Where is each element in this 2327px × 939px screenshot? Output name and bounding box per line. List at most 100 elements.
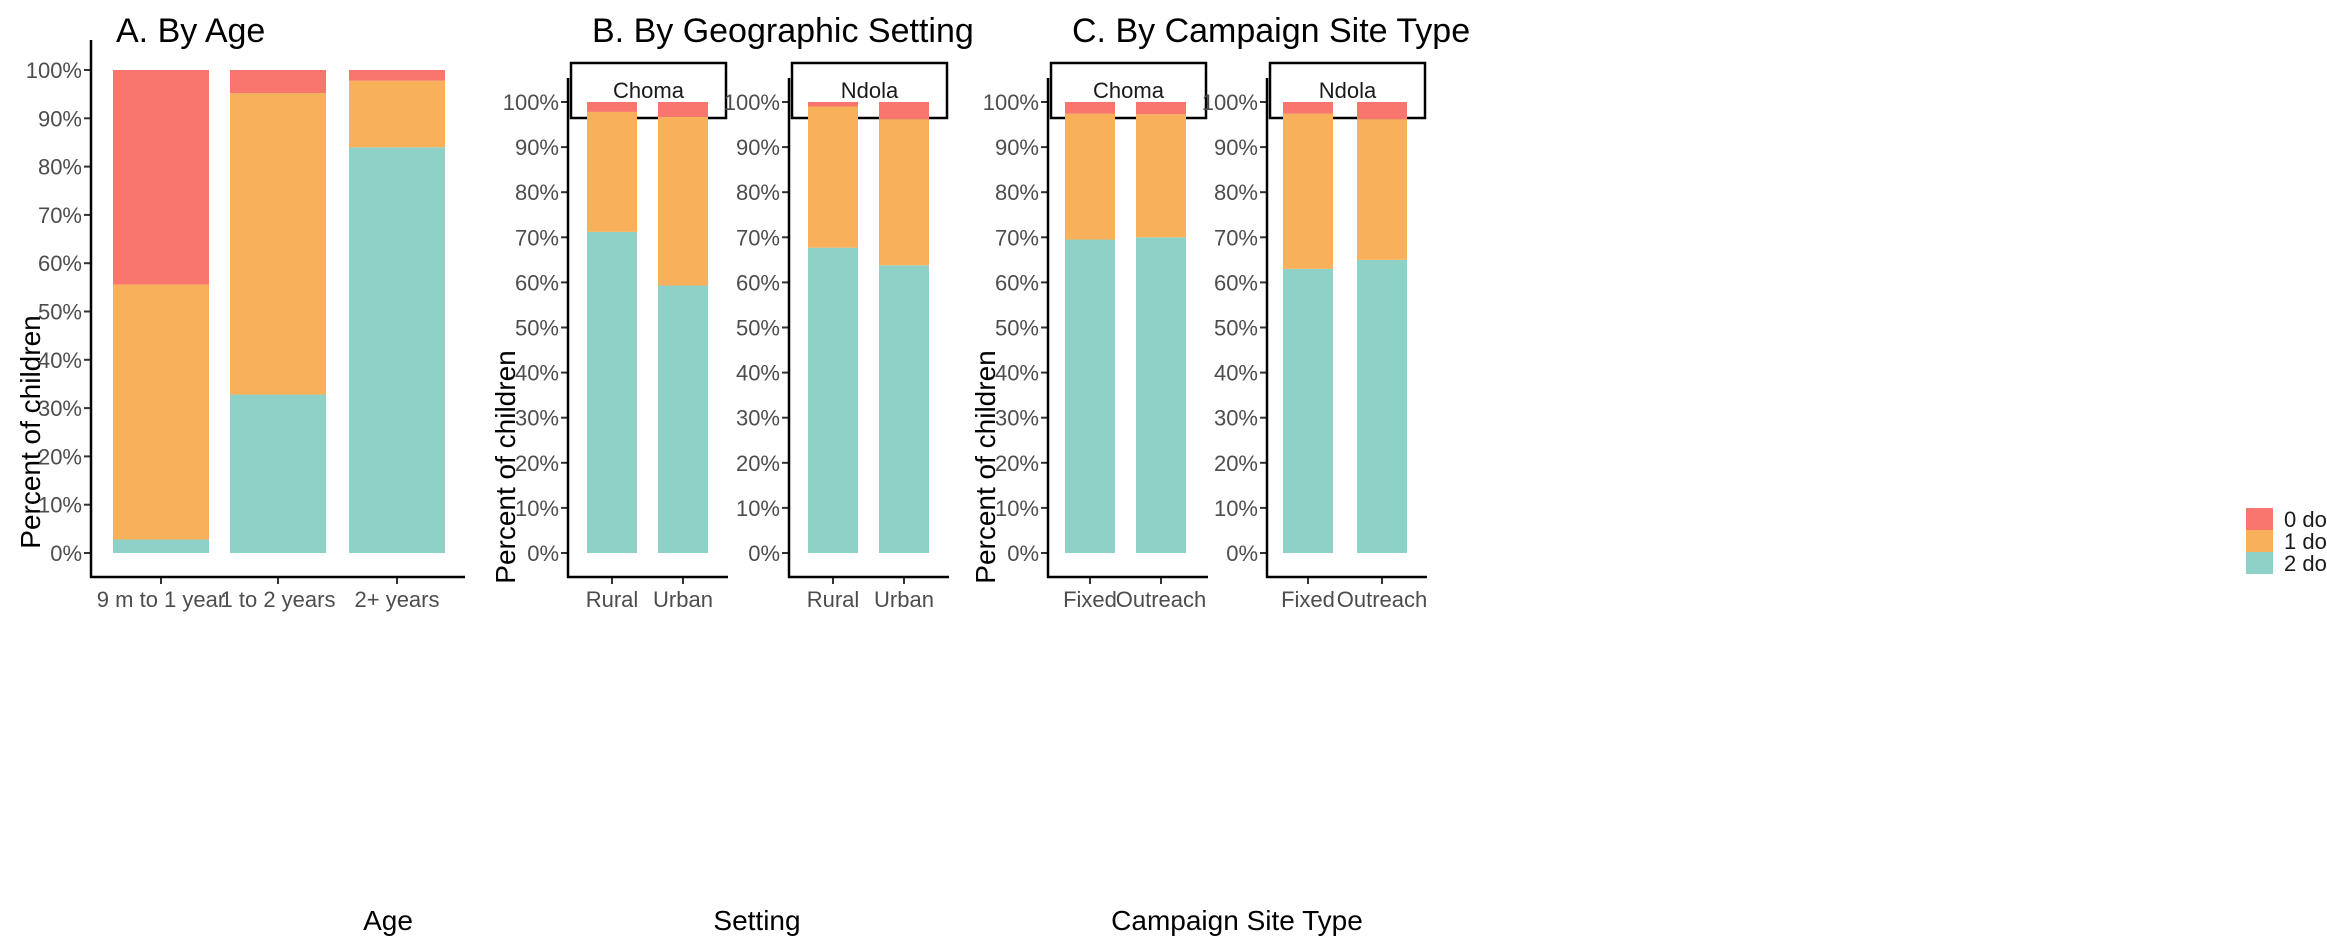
bar-2-doses-2-years: [349, 147, 445, 553]
y-tick-label: 90%: [38, 106, 82, 131]
strip-label-b-ndola: Ndola: [841, 78, 899, 103]
y-tick-label: 40%: [38, 348, 82, 373]
x-tick-label: Fixed: [1063, 587, 1117, 612]
bar-2-doses-1-to-2-years: [230, 394, 326, 553]
y-tick-label: 10%: [995, 496, 1039, 521]
y-tick-label: 0%: [748, 541, 780, 566]
y-tick-label: 80%: [995, 180, 1039, 205]
bar-2-doses-9-m-to-1-year: [113, 539, 209, 553]
y-tick-label: 20%: [38, 444, 82, 469]
y-tick-label: 30%: [995, 406, 1039, 431]
y-tick-label: 70%: [515, 225, 559, 250]
x-tick-label: Rural: [807, 587, 860, 612]
legend-label-1-dose: 1 dose: [2284, 529, 2327, 554]
bar-0-doses-outreach: [1136, 102, 1186, 115]
y-tick-label: 100%: [983, 90, 1039, 115]
bar-0-doses-9-m-to-1-year: [113, 70, 209, 285]
strip-label-b-choma: Choma: [613, 78, 685, 103]
bar-1-dose-outreach: [1357, 119, 1407, 260]
bar-2-doses-rural: [808, 247, 858, 553]
y-tick-label: 40%: [515, 361, 559, 386]
x-tick-label: Outreach: [1337, 587, 1428, 612]
bar-0-doses-urban: [658, 102, 708, 117]
y-tick-label: 20%: [515, 451, 559, 476]
y-tick-label: 30%: [736, 406, 780, 431]
ylabel-a: Percent of children: [15, 315, 46, 548]
y-tick-label: 20%: [995, 451, 1039, 476]
y-tick-label: 50%: [736, 316, 780, 341]
y-tick-label: 50%: [995, 316, 1039, 341]
y-tick-label: 10%: [1214, 496, 1258, 521]
bar-0-doses-outreach: [1357, 102, 1407, 120]
panel-b-choma: Rural Urban 0% 10% 20% 30% 40% 50% 60% 70% 80% 90% 1…: [503, 78, 728, 612]
y-tick-label: 90%: [736, 135, 780, 160]
y-tick-label: 20%: [736, 451, 780, 476]
y-tick-label: 100%: [503, 90, 559, 115]
y-tick-label: 30%: [38, 396, 82, 421]
bar-2-doses-rural: [587, 231, 637, 553]
title-c: C. By Campaign Site Type: [1072, 12, 1470, 50]
legend-label-2-doses: 2 doses: [2284, 551, 2327, 576]
bar-1-dose-rural: [587, 111, 637, 232]
bar-0-doses-urban: [879, 102, 929, 120]
title-a: A. By Age: [116, 12, 265, 50]
y-tick-label: 40%: [995, 361, 1039, 386]
bar-0-doses-2-years: [349, 70, 445, 81]
y-tick-label: 90%: [1214, 135, 1258, 160]
y-tick-label: 70%: [995, 225, 1039, 250]
y-tick-label: 50%: [515, 316, 559, 341]
legend: 0 doses 1 dose 2 doses: [2246, 507, 2327, 576]
bar-1-dose-rural: [808, 106, 858, 248]
y-tick-label: 30%: [1214, 406, 1258, 431]
bar-2-doses-urban: [879, 265, 929, 553]
bar-1-dose-outreach: [1136, 114, 1186, 238]
bar-0-doses-rural: [808, 102, 858, 107]
y-tick-label: 50%: [38, 300, 82, 325]
y-tick-label: 80%: [38, 155, 82, 180]
bar-2-doses-urban: [658, 285, 708, 553]
legend-swatch-1-dose: [2246, 530, 2273, 552]
title-b: B. By Geographic Setting: [592, 12, 974, 50]
panel-b-ndola: Rural Urban 0% 10% 20% 30% 40% 50% 60% 70% 80% 90% 1…: [724, 78, 949, 612]
y-tick-label: 50%: [1214, 316, 1258, 341]
ylabel-c: Percent of children: [970, 350, 1001, 583]
bar-2-doses-outreach: [1136, 237, 1186, 554]
ylabel-b: Percent of children: [490, 350, 521, 583]
xlabel-c: Campaign Site Type: [1111, 905, 1363, 936]
strip-b-ndola: Ndola: [790, 61, 949, 120]
y-tick-label: 30%: [515, 406, 559, 431]
x-tick-label: Outreach: [1116, 587, 1207, 612]
y-tick-label: 0%: [1007, 541, 1039, 566]
y-tick-label: 40%: [1214, 361, 1258, 386]
bar-2-doses-outreach: [1357, 259, 1407, 553]
bar-2-doses-fixed: [1283, 268, 1333, 553]
strip-label-c-choma: Choma: [1093, 78, 1165, 103]
y-tick-label: 60%: [736, 270, 780, 295]
strip-label-c-ndola: Ndola: [1319, 78, 1377, 103]
y-tick-label: 80%: [515, 180, 559, 205]
y-tick-label: 10%: [38, 493, 82, 518]
panel-c-ndola: Fixed Outreach 0% 10% 20% 30% 40% 50% 60% 70% 80% 9…: [1202, 78, 1428, 612]
y-tick-label: 0%: [1226, 541, 1258, 566]
bar-1-dose-urban: [879, 119, 929, 266]
x-tick-label: Urban: [653, 587, 713, 612]
x-tick-label: Urban: [874, 587, 934, 612]
x-tick-label: 2+ years: [355, 587, 440, 612]
y-tick-label: 90%: [995, 135, 1039, 160]
y-tick-label: 80%: [736, 180, 780, 205]
y-tick-label: 100%: [1202, 90, 1258, 115]
bar-0-doses-fixed: [1065, 102, 1115, 114]
bar-1-dose-fixed: [1065, 113, 1115, 240]
legend-swatch-0-doses: [2246, 508, 2273, 530]
legend-swatch-2-doses: [2246, 552, 2273, 574]
bar-1-dose-fixed: [1283, 113, 1333, 269]
bar-0-doses-1-to-2-years: [230, 70, 326, 94]
y-tick-label: 100%: [724, 90, 780, 115]
y-tick-label: 90%: [515, 135, 559, 160]
xlabel-b: Setting: [713, 905, 800, 936]
y-tick-label: 80%: [1214, 180, 1258, 205]
